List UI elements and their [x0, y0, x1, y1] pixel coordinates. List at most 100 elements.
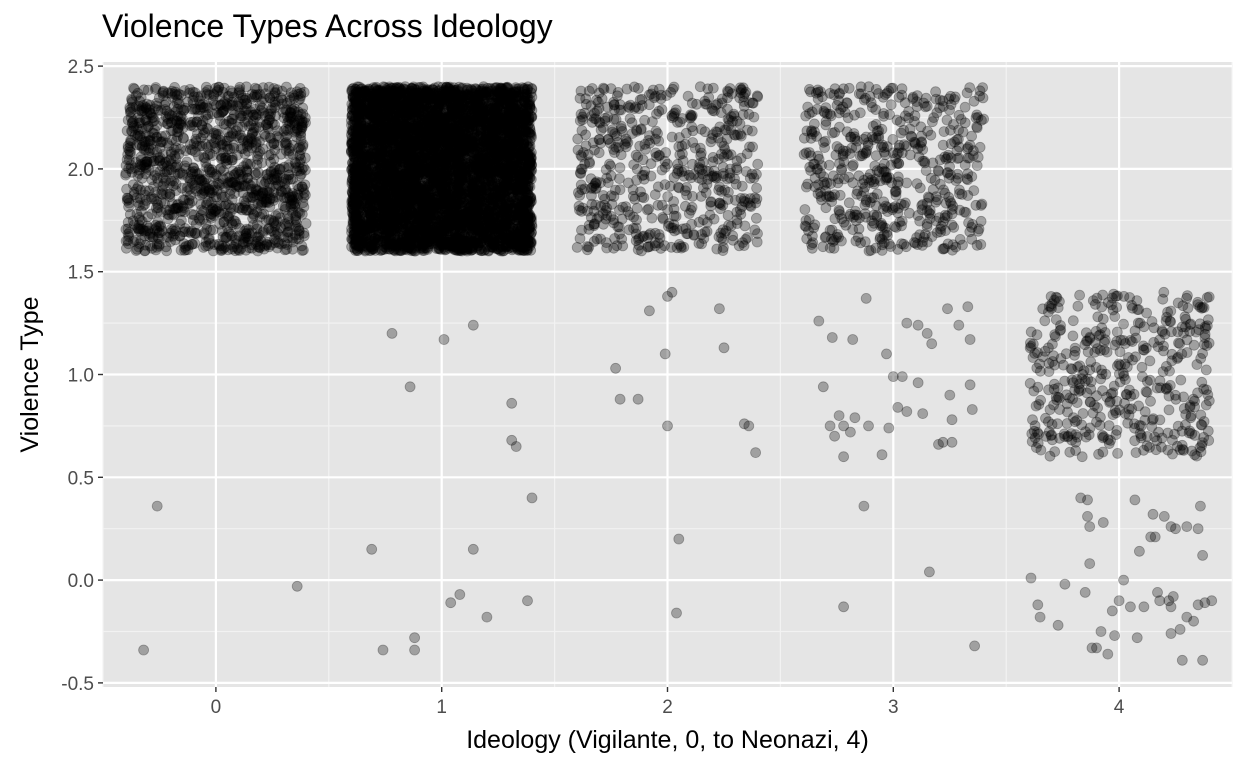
data-point	[134, 193, 146, 204]
data-point	[207, 95, 219, 106]
data-point	[187, 214, 199, 226]
data-point	[175, 116, 187, 128]
data-point	[152, 216, 164, 228]
data-point	[150, 219, 162, 231]
data-point	[170, 202, 182, 214]
data-point	[224, 188, 236, 200]
chart-title: Violence Types Across Ideology	[102, 8, 553, 44]
data-point	[195, 90, 207, 102]
data-point	[293, 183, 305, 195]
data-point	[248, 208, 259, 220]
data-point	[265, 132, 277, 144]
data-point	[215, 99, 227, 111]
data-point	[262, 223, 274, 235]
data-point	[172, 110, 184, 122]
data-point	[213, 240, 225, 252]
data-point	[120, 235, 132, 247]
data-point	[126, 95, 138, 106]
data-point	[282, 210, 294, 222]
data-point	[143, 164, 155, 176]
data-point	[255, 199, 267, 211]
data-point	[122, 234, 134, 246]
data-point	[146, 208, 158, 220]
data-point	[193, 110, 204, 122]
data-point	[148, 115, 160, 126]
data-point	[205, 139, 217, 151]
data-point	[128, 219, 140, 231]
data-point	[272, 216, 284, 228]
data-point	[261, 194, 273, 206]
data-point	[300, 117, 311, 129]
data-point	[164, 191, 176, 203]
data-point	[265, 166, 277, 177]
data-point	[202, 113, 213, 125]
data-point	[214, 218, 226, 230]
data-point	[160, 96, 172, 108]
data-point	[155, 136, 167, 148]
data-point	[243, 204, 255, 216]
data-point	[124, 137, 136, 149]
data-point	[294, 141, 306, 153]
data-point	[246, 127, 258, 139]
data-point	[258, 208, 270, 220]
data-point	[259, 240, 271, 252]
data-point	[264, 201, 276, 213]
data-point	[136, 215, 148, 227]
data-point	[170, 185, 182, 197]
data-point	[146, 112, 158, 123]
data-point	[140, 159, 151, 171]
data-point	[149, 166, 161, 178]
data-point	[227, 113, 239, 125]
major-gridlines	[103, 62, 1232, 687]
data-point	[251, 223, 263, 235]
data-point	[177, 194, 189, 206]
data-point	[247, 212, 259, 224]
data-point	[133, 224, 145, 236]
data-point	[271, 226, 283, 238]
data-point	[237, 180, 249, 191]
data-point	[130, 101, 142, 112]
data-point	[207, 203, 219, 215]
data-point	[160, 175, 172, 186]
data-point	[278, 125, 290, 137]
data-point	[135, 92, 147, 103]
data-point	[179, 226, 191, 238]
data-point	[196, 140, 208, 152]
data-point	[299, 179, 311, 191]
data-point	[208, 171, 220, 183]
data-point	[284, 95, 296, 106]
data-point	[252, 245, 264, 257]
data-point	[225, 239, 236, 250]
data-point	[222, 154, 234, 166]
data-point	[222, 126, 234, 138]
data-point	[132, 87, 144, 99]
data-point	[166, 85, 178, 97]
data-point	[203, 164, 215, 176]
data-point	[216, 225, 228, 237]
data-point	[260, 131, 272, 142]
data-point	[289, 115, 300, 127]
data-point	[191, 116, 203, 128]
data-point	[149, 83, 161, 95]
data-point	[211, 107, 223, 119]
data-point	[181, 156, 193, 168]
data-point	[183, 87, 195, 99]
data-point	[281, 111, 293, 123]
data-point	[241, 103, 253, 115]
data-point	[234, 81, 246, 93]
data-point	[284, 123, 296, 135]
data-point	[145, 109, 157, 121]
data-point	[234, 164, 246, 176]
data-point	[244, 242, 255, 254]
data-point	[137, 100, 149, 111]
data-point	[241, 98, 252, 110]
data-point	[256, 196, 268, 208]
data-point	[141, 158, 153, 170]
data-point	[268, 195, 279, 206]
data-point	[169, 203, 181, 215]
data-point	[294, 157, 306, 168]
data-point	[173, 88, 185, 100]
data-point	[268, 153, 280, 165]
data-point	[287, 236, 299, 248]
data-point	[189, 238, 201, 249]
